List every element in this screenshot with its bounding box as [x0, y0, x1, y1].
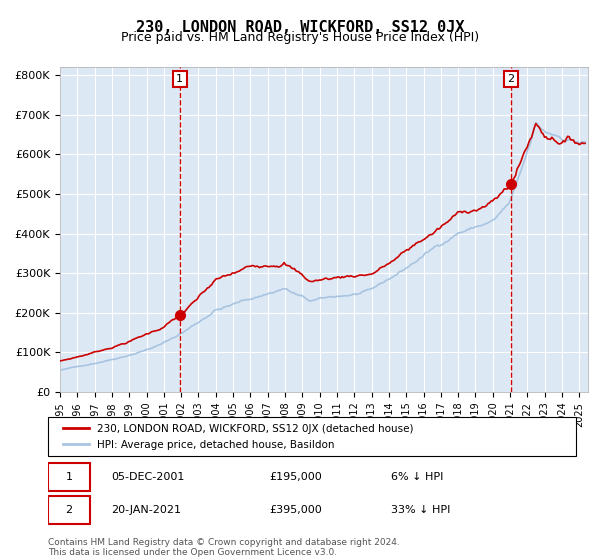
Text: 20-JAN-2021: 20-JAN-2021 — [112, 505, 181, 515]
Text: 1: 1 — [65, 473, 73, 482]
Text: 1: 1 — [176, 74, 183, 84]
Text: 2: 2 — [65, 505, 73, 515]
FancyBboxPatch shape — [48, 496, 90, 524]
Text: Contains HM Land Registry data © Crown copyright and database right 2024.
This d: Contains HM Land Registry data © Crown c… — [48, 538, 400, 557]
Text: 2: 2 — [508, 74, 515, 84]
FancyBboxPatch shape — [48, 464, 90, 492]
Text: Price paid vs. HM Land Registry's House Price Index (HPI): Price paid vs. HM Land Registry's House … — [121, 31, 479, 44]
Text: £395,000: £395,000 — [270, 505, 323, 515]
Text: 230, LONDON ROAD, WICKFORD, SS12 0JX: 230, LONDON ROAD, WICKFORD, SS12 0JX — [136, 20, 464, 35]
Text: £195,000: £195,000 — [270, 473, 323, 482]
Text: 33% ↓ HPI: 33% ↓ HPI — [391, 505, 451, 515]
Text: 6% ↓ HPI: 6% ↓ HPI — [391, 473, 443, 482]
FancyBboxPatch shape — [48, 417, 576, 456]
Legend: 230, LONDON ROAD, WICKFORD, SS12 0JX (detached house), HPI: Average price, detac: 230, LONDON ROAD, WICKFORD, SS12 0JX (de… — [58, 420, 418, 454]
Text: 05-DEC-2001: 05-DEC-2001 — [112, 473, 185, 482]
